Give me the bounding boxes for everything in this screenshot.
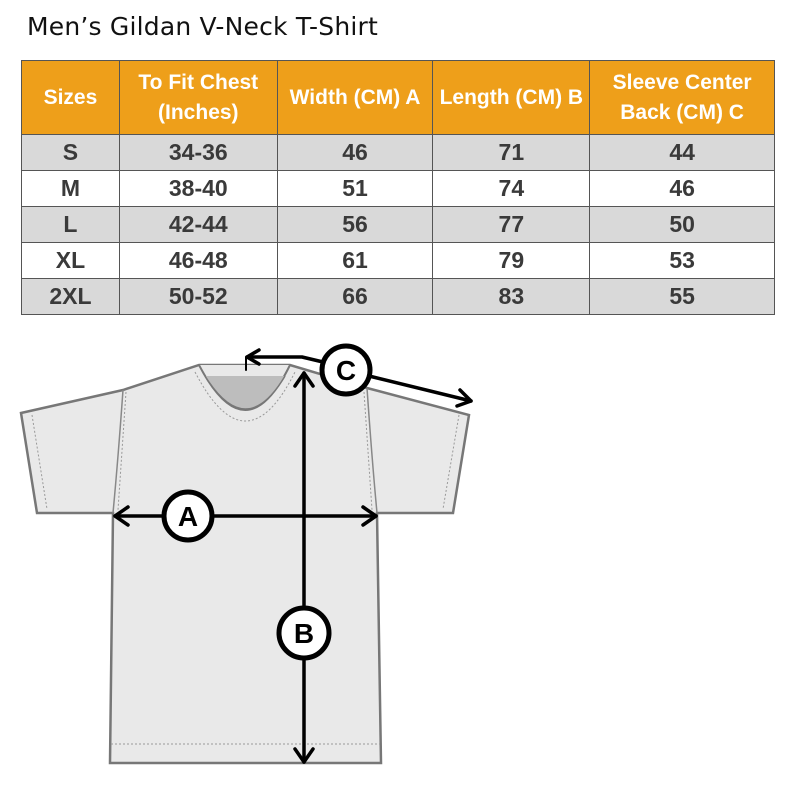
cell-chest: 42-44 [118, 206, 278, 243]
cell-size: M [21, 170, 120, 207]
cell-chest: 34-36 [118, 134, 278, 171]
arrow-c [245, 348, 473, 408]
cell-length: 79 [432, 242, 591, 279]
label-b: B [294, 618, 314, 649]
cell-width: 56 [276, 206, 434, 243]
table-row: XL 46-48 61 79 53 [21, 242, 775, 279]
cell-sleeve: 46 [589, 170, 775, 207]
label-a-badge: A [161, 489, 215, 543]
label-c-badge: C [319, 343, 373, 397]
header-length: Length (CM) B [432, 60, 591, 135]
cell-chest: 46-48 [118, 242, 278, 279]
header-width: Width (CM) A [276, 60, 434, 135]
arrow-b [293, 371, 315, 764]
table-header-row: Sizes To Fit Chest (Inches) Width (CM) A… [21, 60, 775, 135]
table-row: 2XL 50-52 66 83 55 [21, 278, 775, 315]
cell-chest: 50-52 [118, 278, 278, 315]
cell-size: S [21, 134, 120, 171]
table-row: M 38-40 51 74 46 [21, 170, 775, 207]
cell-size: XL [21, 242, 120, 279]
label-b-badge: B [276, 605, 332, 661]
cell-size: L [21, 206, 120, 243]
cell-size: 2XL [21, 278, 120, 315]
cell-width: 66 [276, 278, 434, 315]
cell-length: 83 [432, 278, 591, 315]
table-row: L 42-44 56 77 50 [21, 206, 775, 243]
page-title: Men’s Gildan V-Neck T-Shirt [27, 12, 379, 41]
header-sleeve: Sleeve Center Back (CM) C [589, 60, 775, 135]
size-chart-table: Sizes To Fit Chest (Inches) Width (CM) A… [21, 60, 775, 315]
cell-length: 77 [432, 206, 591, 243]
cell-sleeve: 53 [589, 242, 775, 279]
cell-width: 51 [276, 170, 434, 207]
header-sizes: Sizes [21, 60, 120, 135]
tshirt-icon [19, 363, 471, 765]
cell-length: 71 [432, 134, 591, 171]
cell-length: 74 [432, 170, 591, 207]
cell-sleeve: 44 [589, 134, 775, 171]
cell-chest: 38-40 [118, 170, 278, 207]
cell-sleeve: 55 [589, 278, 775, 315]
label-a: A [178, 501, 198, 532]
header-chest: To Fit Chest (Inches) [118, 60, 278, 135]
label-c: C [336, 355, 356, 386]
arrow-a [113, 505, 378, 527]
cell-width: 61 [276, 242, 434, 279]
